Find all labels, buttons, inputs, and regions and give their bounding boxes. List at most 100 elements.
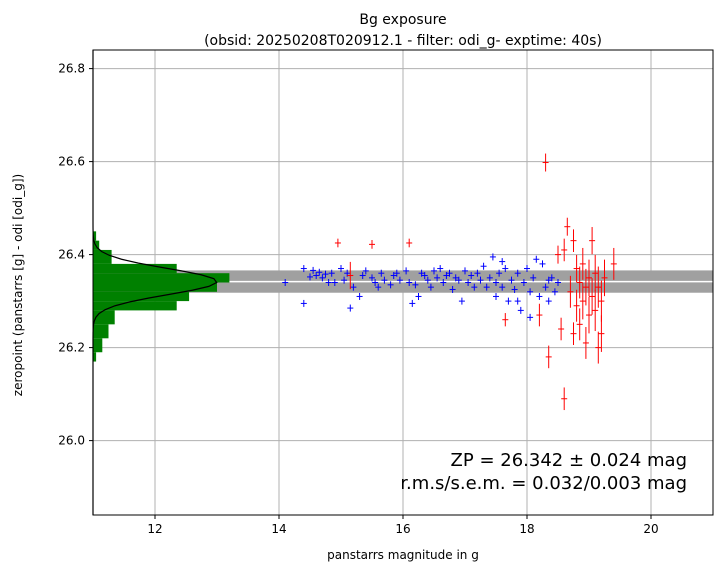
zeropoint-annotation: ZP = 26.342 ± 0.024 mag: [451, 450, 687, 471]
y-tick-label-3: 26.6: [58, 155, 85, 169]
accepted-star-point-0: [282, 279, 289, 286]
accepted-star-point-63: [505, 297, 512, 305]
accepted-star-point-53: [477, 276, 484, 284]
rejected-star-point-8: [555, 245, 561, 264]
histogram-bin-2: [93, 324, 109, 339]
accepted-star-point-61: [499, 283, 506, 291]
rejected-star-point-19: [579, 282, 586, 320]
accepted-star-point-48: [462, 267, 468, 275]
rejected-star-point-13: [570, 229, 577, 252]
accepted-star-point-10: [300, 299, 307, 307]
chart-subtitle: (obsid: 20250208T020912.1 - filter: odi_…: [204, 33, 602, 49]
accepted-star-point-17: [356, 292, 363, 300]
accepted-star-point-9: [328, 269, 335, 277]
accepted-star-point-60: [496, 269, 503, 277]
accepted-star-point-35: [421, 272, 428, 280]
accepted-star-point-4: [313, 272, 320, 280]
accepted-star-point-3: [310, 266, 317, 274]
chart-title: Bg exposure: [359, 12, 446, 28]
accepted-star-point-26: [390, 272, 397, 280]
rejected-star-point-5: [536, 303, 543, 327]
accepted-star-point-41: [440, 279, 447, 286]
accepted-star-point-47: [458, 297, 465, 305]
accepted-star-point-62: [502, 265, 509, 273]
rejected-star-point-0: [334, 238, 341, 248]
rejected-star-point-29: [595, 331, 602, 364]
accepted-star-point-11: [331, 279, 338, 286]
y-tick-label-4: 26.8: [58, 62, 85, 76]
accepted-star-point-22: [375, 283, 382, 291]
accepted-star-point-1: [300, 265, 307, 273]
accepted-star-point-15: [347, 304, 354, 312]
histogram-bin-4: [93, 301, 177, 311]
accepted-star-point-76: [545, 297, 552, 305]
rms-annotation: r.m.s/s.e.m. = 0.032/0.003 mag: [400, 473, 687, 494]
accepted-star-point-34: [418, 269, 425, 277]
accepted-star-point-40: [437, 265, 444, 273]
rejected-star-point-28: [592, 254, 599, 292]
accepted-star-point-16: [350, 283, 357, 291]
accepted-star-point-20: [369, 274, 375, 282]
rejected-star-point-34: [610, 247, 617, 280]
rejected-star-point-14: [570, 322, 577, 345]
rejected-star-point-17: [576, 266, 583, 299]
accepted-star-point-28: [396, 276, 403, 284]
accepted-star-point-82: [499, 258, 506, 266]
x-tick-label-4: 20: [643, 522, 658, 536]
x-axis-ticks: 12 14 16 18 20: [147, 515, 659, 536]
x-tick-label-3: 18: [519, 522, 534, 536]
rejected-star-point-15: [573, 254, 580, 283]
accepted-star-point-23: [378, 269, 385, 277]
accepted-star-point-30: [406, 279, 413, 286]
histogram-bin-6: [93, 282, 217, 292]
histogram-bin-9: [93, 249, 112, 264]
rejected-star-point-27: [592, 289, 599, 331]
accepted-star-point-27: [393, 269, 400, 277]
accepted-star-point-80: [514, 297, 521, 305]
accepted-star-point-68: [520, 279, 527, 286]
accepted-star-point-18: [359, 272, 366, 280]
accepted-star-point-64: [508, 276, 515, 284]
x-tick-label-2: 16: [395, 522, 410, 536]
accepted-star-point-42: [443, 272, 450, 280]
accepted-star-point-46: [455, 276, 462, 284]
accepted-star-point-45: [452, 274, 459, 282]
accepted-star-point-25: [387, 281, 394, 289]
accepted-star-point-51: [471, 283, 478, 291]
rejected-star-point-18: [576, 308, 583, 341]
rejected-stars-series: [334, 153, 617, 411]
rejected-star-point-11: [564, 217, 571, 236]
x-tick-label-0: 12: [147, 522, 162, 536]
accepted-star-point-7: [322, 270, 329, 278]
accepted-star-point-69: [524, 265, 530, 273]
rejected-star-point-26: [589, 227, 596, 255]
accepted-star-point-73: [536, 292, 543, 300]
accepted-star-point-55: [483, 283, 490, 291]
accepted-star-point-24: [381, 276, 388, 284]
accepted-star-point-19: [362, 267, 369, 275]
accepted-star-point-43: [446, 269, 453, 277]
histogram-bin-8: [93, 263, 177, 274]
accepted-star-point-38: [431, 267, 437, 275]
histogram-bin-5: [93, 291, 190, 302]
rejected-star-point-21: [582, 268, 589, 306]
histogram-bin-7: [93, 273, 230, 283]
accepted-star-point-59: [493, 292, 499, 300]
accepted-star-point-6: [319, 274, 326, 282]
accepted-star-point-77: [548, 274, 555, 282]
accepted-star-point-74: [539, 260, 546, 268]
rejected-star-point-23: [586, 259, 592, 297]
accepted-star-point-33: [415, 292, 422, 300]
x-axis-label: panstarrs magnitude in g: [327, 548, 479, 562]
accepted-star-point-29: [403, 267, 410, 275]
accepted-star-point-56: [486, 274, 493, 282]
accepted-star-point-13: [341, 276, 348, 284]
accepted-star-point-36: [424, 276, 431, 284]
y-tick-label-2: 26.4: [58, 248, 85, 262]
accepted-star-point-12: [338, 265, 344, 273]
y-axis-label: zeropoint (panstarrs [g] - odi [odi_g]): [11, 174, 25, 396]
histogram-bin-1: [93, 338, 103, 353]
rejected-star-point-30: [595, 266, 602, 308]
accepted-star-point-14: [344, 269, 351, 277]
accepted-star-point-44: [449, 285, 456, 293]
